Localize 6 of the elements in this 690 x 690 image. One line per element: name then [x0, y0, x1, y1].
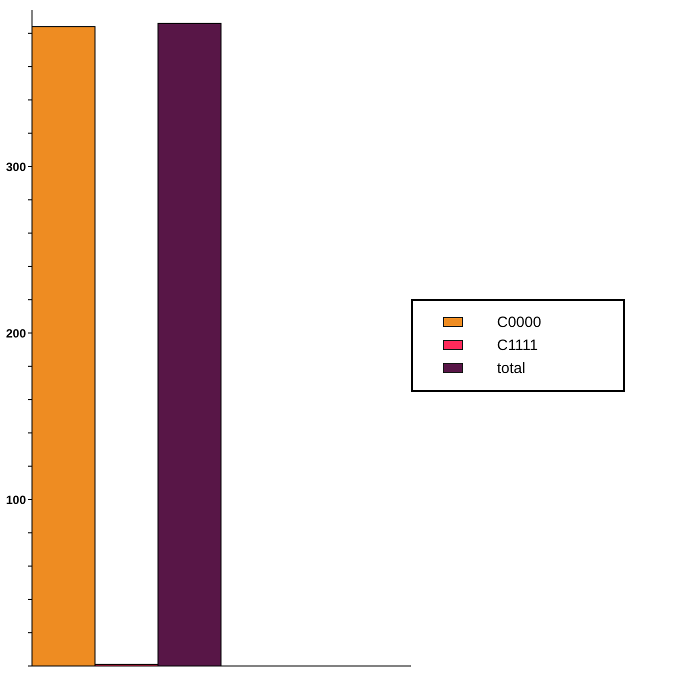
y-tick-label: 100 — [6, 492, 26, 507]
legend-label: total — [497, 360, 526, 376]
y-tick-label: 300 — [6, 160, 26, 174]
y-tick-label: 200 — [6, 326, 26, 340]
legend-label: C1111 — [497, 336, 538, 354]
legend-label: C0000 — [497, 314, 542, 330]
